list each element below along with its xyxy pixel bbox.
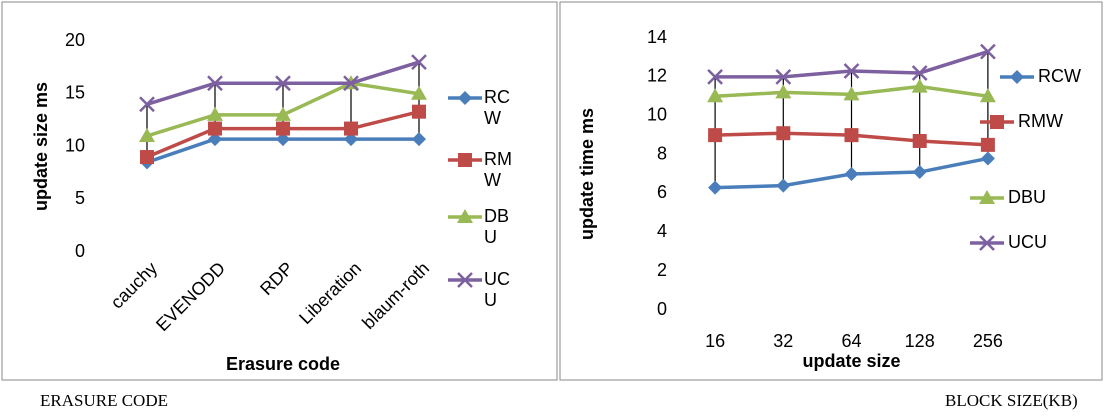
marker: [411, 85, 427, 100]
y-axis-title: update size ms: [31, 82, 51, 211]
marker: [979, 88, 996, 103]
legend-marker: [458, 91, 472, 105]
legend-marker: [979, 235, 995, 251]
y-tick-label: 0: [75, 241, 85, 261]
marker: [844, 167, 859, 181]
x-tick-label: cauchy: [107, 258, 161, 312]
marker: [843, 63, 860, 79]
marker: [140, 150, 154, 165]
x-axis-title: update size: [802, 351, 900, 371]
marker: [980, 137, 995, 152]
x-tick-label: 32: [773, 331, 793, 351]
y-tick-label: 6: [657, 182, 667, 202]
legend-label: RMW: [1018, 111, 1063, 131]
marker: [980, 43, 996, 60]
x-tick-label: 16: [705, 331, 725, 351]
marker: [139, 96, 155, 113]
x-tick-label: blaum-roth: [358, 258, 433, 333]
y-tick-label: 12: [647, 66, 667, 86]
x-tick-label: 256: [973, 331, 1003, 351]
legend-label: RCW: [1038, 66, 1081, 86]
x-tick-label: Liberation: [295, 258, 365, 328]
marker: [708, 180, 723, 195]
marker: [775, 68, 792, 85]
legend-label: DBU: [484, 206, 510, 247]
x-tick-label: 64: [841, 331, 861, 351]
legend-label: DBU: [1008, 187, 1046, 207]
y-tick-label: 5: [75, 188, 85, 208]
legend-label: UCU: [1008, 232, 1047, 252]
marker: [276, 121, 290, 136]
marker: [776, 126, 791, 141]
x-tick-label: RDP: [256, 258, 297, 299]
y-tick-label: 20: [65, 30, 85, 50]
legend-label-box: RCW: [484, 87, 510, 128]
legend-marker: [457, 209, 473, 223]
x-tick-label: 128: [905, 331, 935, 351]
marker: [412, 104, 426, 119]
y-tick-label: 0: [657, 299, 667, 319]
marker: [275, 75, 291, 92]
marker: [775, 84, 792, 99]
marker: [207, 75, 223, 92]
marker: [844, 128, 859, 143]
legend-label-box: RMW: [484, 149, 512, 190]
marker: [208, 132, 222, 147]
marker: [139, 127, 155, 142]
legend-label-box: DBU: [484, 206, 510, 247]
marker: [208, 121, 222, 136]
y-tick-label: 15: [65, 83, 85, 103]
y-tick-label: 10: [647, 104, 667, 124]
marker: [912, 165, 927, 180]
x-axis-title: Erasure code: [226, 354, 340, 374]
legend-label: UCU: [484, 269, 510, 310]
marker: [911, 65, 928, 81]
legend-marker: [990, 115, 1004, 129]
marker: [911, 78, 928, 93]
marker: [412, 132, 426, 147]
marker: [207, 106, 223, 121]
marker: [275, 106, 291, 121]
legend-marker: [979, 190, 995, 204]
caption: BLOCK SIZE(KB): [945, 391, 1078, 410]
marker: [776, 178, 791, 193]
marker: [344, 132, 358, 147]
marker: [411, 54, 427, 70]
caption: ERASURE CODE: [40, 391, 168, 410]
y-tick-label: 14: [647, 27, 667, 47]
legend-label: RMW: [484, 149, 512, 190]
legend-label-box: UCU: [484, 269, 510, 310]
marker: [843, 86, 860, 101]
marker: [912, 133, 927, 148]
y-tick-label: 4: [657, 221, 667, 241]
legend-marker: [457, 272, 473, 288]
y-tick-label: 2: [657, 260, 667, 280]
chart-frame: [559, 1, 1103, 381]
chart-frame: [1, 1, 558, 381]
legend-marker: [1010, 70, 1024, 84]
marker: [707, 68, 723, 85]
marker: [344, 121, 358, 136]
y-axis-title: update time ms: [577, 108, 597, 240]
marker: [343, 75, 359, 92]
x-tick-label: EVENODD: [152, 258, 229, 335]
y-tick-label: 10: [65, 135, 85, 155]
marker: [276, 132, 290, 147]
y-tick-label: 8: [657, 143, 667, 163]
marker: [980, 151, 995, 166]
legend-marker: [458, 153, 472, 167]
marker: [708, 128, 723, 143]
legend-label: RCW: [484, 87, 510, 128]
marker: [707, 88, 724, 103]
